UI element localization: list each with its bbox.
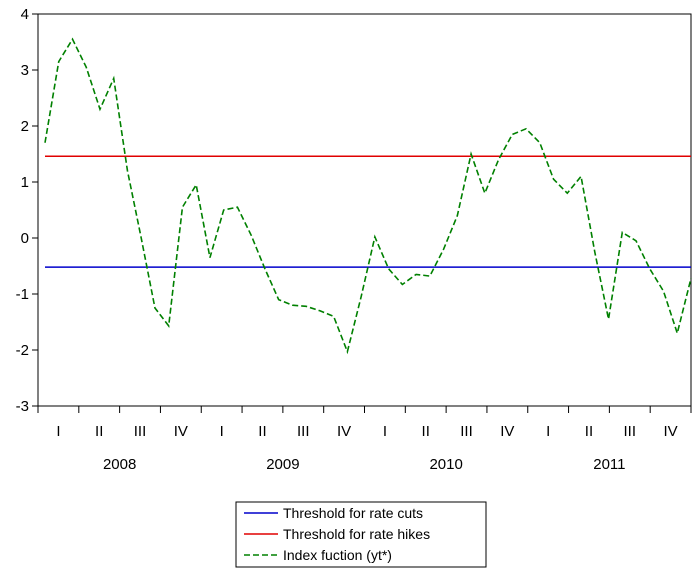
x-tick-label: III: [460, 423, 473, 440]
y-tick-label: 0: [21, 230, 29, 247]
x-tick-label: III: [624, 423, 637, 440]
year-label: 2008: [103, 456, 136, 473]
x-tick-label: IV: [337, 423, 351, 440]
x-tick-label: I: [56, 423, 60, 440]
legend-label: Threshold for rate cuts: [283, 505, 423, 521]
x-tick-label: I: [383, 423, 387, 440]
year-label: 2011: [593, 456, 625, 473]
x-tick-label: IV: [174, 423, 188, 440]
y-tick-label: 2: [21, 118, 29, 135]
legend: Threshold for rate cuts Threshold for rat…: [235, 501, 487, 568]
legend-label: Threshold for rate hikes: [283, 526, 430, 542]
x-tick-label: IV: [500, 423, 514, 440]
legend-label: Index fuction (yt*): [283, 547, 392, 563]
year-label: 2009: [266, 456, 299, 473]
y-tick-label: -3: [16, 398, 29, 415]
y-tick-label: 3: [21, 62, 29, 79]
x-tick-label: IV: [664, 423, 678, 440]
year-label: 2010: [429, 456, 462, 473]
x-tick-label: I: [220, 423, 224, 440]
x-tick-label: I: [546, 423, 550, 440]
x-tick-label: III: [297, 423, 310, 440]
x-tick-label: II: [258, 423, 266, 440]
x-tick-label: II: [95, 423, 103, 440]
x-tick-label: II: [422, 423, 430, 440]
x-tick-label: III: [134, 423, 147, 440]
x-tick-label: II: [585, 423, 593, 440]
y-tick-label: 4: [21, 6, 29, 23]
index-series-line: [44, 37, 692, 355]
y-tick-label: -2: [16, 342, 29, 359]
y-tick-label: 1: [21, 174, 29, 191]
y-tick-label: -1: [16, 286, 29, 303]
